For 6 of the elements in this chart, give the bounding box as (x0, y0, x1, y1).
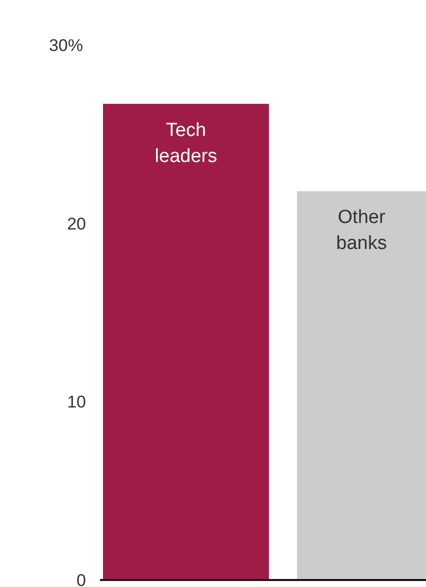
y-tick-label: 0 (76, 570, 86, 587)
y-tick-label: 30% (48, 36, 83, 55)
x-tick-label: Tech leaders (154, 120, 218, 167)
y-tick-label: 10 (67, 392, 86, 412)
x-tick-label: Other banks (336, 207, 387, 254)
y-tick-label: 20 (67, 214, 86, 234)
